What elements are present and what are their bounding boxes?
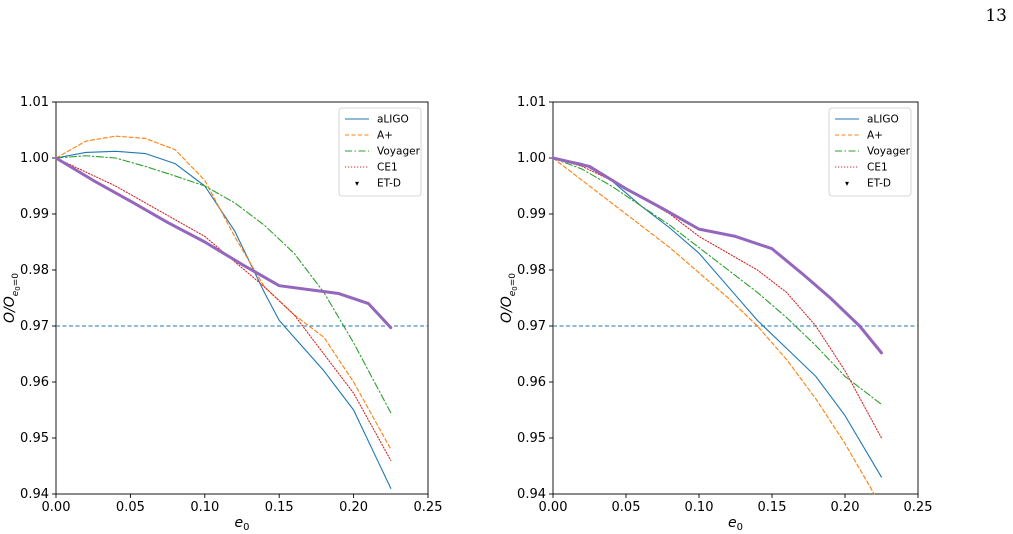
legend-label-et-d: ET-D <box>377 178 401 190</box>
y-tick-label: 0.97 <box>517 319 546 334</box>
series-line-et-d <box>551 156 883 355</box>
legend-label-et-d: ET-D <box>867 178 891 190</box>
x-tick-label: 0.25 <box>904 500 933 515</box>
y-tick-label: 0.94 <box>20 487 49 502</box>
y-tick-label: 0.99 <box>517 207 546 222</box>
legend-marker-et-d: ▾ <box>845 179 849 188</box>
legend-label-voyager: Voyager <box>867 146 911 158</box>
x-tick-label: 0.15 <box>758 500 787 515</box>
legend-label-aligo: aLIGO <box>867 114 899 126</box>
x-tick-label: 0.00 <box>539 500 568 515</box>
x-tick-label: 0.20 <box>339 500 368 515</box>
series-line-a- <box>55 135 392 450</box>
x-tick-label: 0.05 <box>612 500 641 515</box>
legend-marker-et-d: ▾ <box>355 179 359 188</box>
x-tick-label: 0.10 <box>685 500 714 515</box>
y-tick-label: 1.01 <box>517 95 546 110</box>
x-tick-label: 0.20 <box>831 500 860 515</box>
page-number: 13 <box>985 6 1007 26</box>
series-line-voyager <box>552 157 883 405</box>
y-tick-label: 0.98 <box>517 263 546 278</box>
x-tick-label: 0.05 <box>116 500 145 515</box>
series-line-voyager <box>55 155 392 414</box>
series-line-aligo <box>552 157 883 478</box>
series-line-a- <box>552 157 875 495</box>
y-tick-label: 0.96 <box>517 375 546 390</box>
y-tick-label: 0.97 <box>20 319 49 334</box>
left-chart-panel: 0.00 0.05 0.10 0.15 0.20 0.25 0.94 0.95 0.96 0.97… <box>2 95 442 533</box>
series-line-aligo <box>55 150 392 489</box>
legend-box <box>338 107 422 197</box>
y-tick-label: 1.00 <box>20 151 49 166</box>
plot-frame <box>55 101 429 495</box>
legend-label-a-: A+ <box>377 130 393 142</box>
y-tick-label: 0.95 <box>20 431 49 446</box>
x-axis-label: e0 <box>235 515 250 533</box>
y-tick-label: 0.94 <box>517 487 546 502</box>
plot-frame <box>552 101 919 495</box>
legend-label-ce1: CE1 <box>867 162 888 174</box>
series-line-ce1 <box>55 157 392 461</box>
x-tick-label: 0.15 <box>265 500 294 515</box>
x-tick-label: 0.25 <box>414 500 443 515</box>
legend-label-voyager: Voyager <box>377 146 421 158</box>
series-line-et-d <box>54 156 393 330</box>
y-tick-label: 0.98 <box>20 263 49 278</box>
x-tick-label: 0.00 <box>42 500 71 515</box>
y-tick-label: 0.96 <box>20 375 49 390</box>
y-tick-label: 1.00 <box>517 151 546 166</box>
legend-label-a-: A+ <box>867 130 883 142</box>
legend-box <box>828 107 912 197</box>
legend-label-aligo: aLIGO <box>377 114 409 126</box>
y-axis-label: O/Oe0=0 <box>499 273 519 323</box>
y-axis-label: O/Oe0=0 <box>2 273 22 323</box>
x-tick-label: 0.10 <box>190 500 219 515</box>
y-tick-label: 0.99 <box>20 207 49 222</box>
x-axis-label: e0 <box>728 515 743 533</box>
right-chart-panel: 0.00 0.05 0.10 0.15 0.20 0.25 0.94 0.95 0.96 0.97… <box>499 95 932 533</box>
y-tick-label: 1.01 <box>20 95 49 110</box>
legend-label-ce1: CE1 <box>377 162 398 174</box>
y-tick-label: 0.95 <box>517 431 546 446</box>
